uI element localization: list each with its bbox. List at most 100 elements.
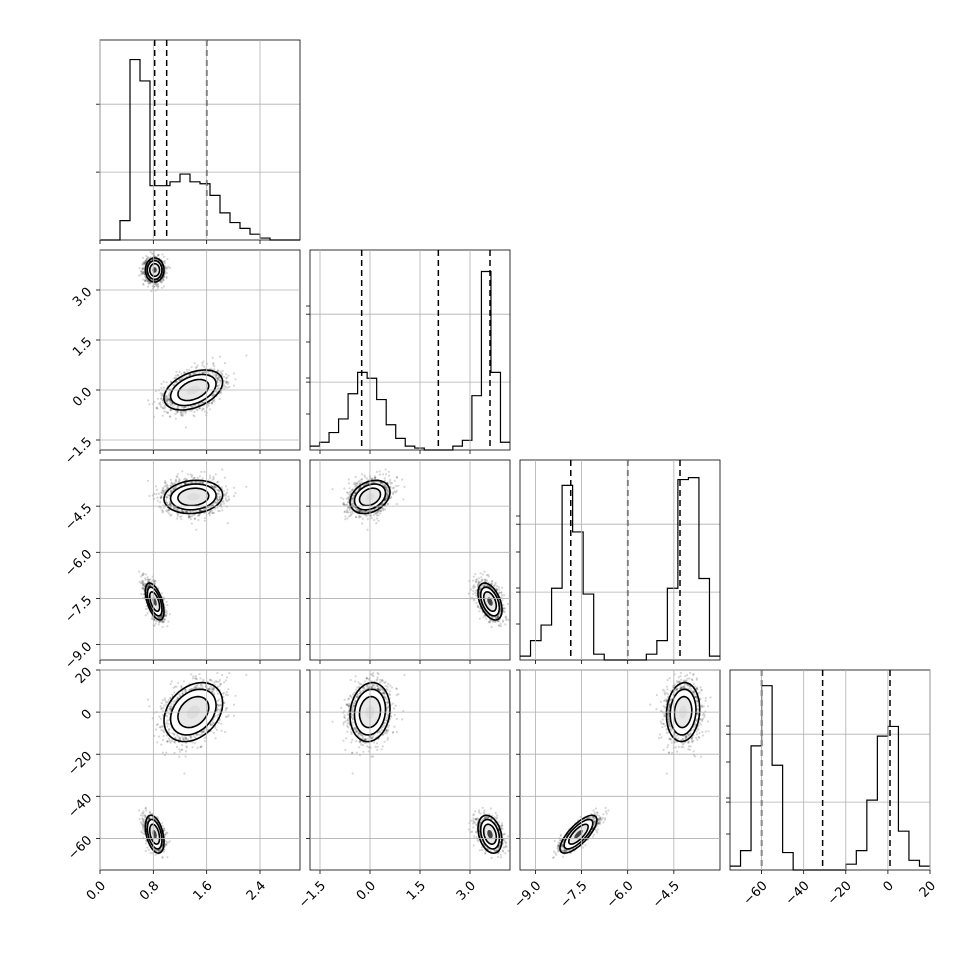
sample-point <box>149 578 152 581</box>
sample-point <box>218 376 221 380</box>
sample-point <box>193 517 196 520</box>
sample-point <box>141 587 145 591</box>
sample-point <box>193 372 196 375</box>
sample-point <box>156 397 159 400</box>
sample-point <box>172 488 175 491</box>
sample-point <box>218 509 221 513</box>
sample-point <box>157 285 160 288</box>
sample-point <box>159 506 162 509</box>
sample-point <box>168 266 171 269</box>
sample-point <box>211 478 214 481</box>
sample-point <box>141 268 145 271</box>
sample-point <box>167 265 170 268</box>
panel-frame <box>99 249 301 451</box>
sample-point <box>150 584 153 587</box>
sample-point <box>168 392 171 395</box>
sample-point <box>165 485 168 488</box>
histogram-step <box>310 270 510 451</box>
sample-point <box>212 475 215 479</box>
sample-point <box>142 278 145 281</box>
sample-point <box>220 391 223 394</box>
x-tick-label: −20 <box>825 878 855 908</box>
sample-point <box>211 503 214 507</box>
sample-point <box>197 518 200 522</box>
sample-point <box>153 580 156 583</box>
sample-point <box>216 481 219 484</box>
sample-point <box>165 395 168 398</box>
sample-point <box>139 273 142 276</box>
sample-point <box>217 369 220 373</box>
sample-point <box>203 410 206 413</box>
sample-point <box>141 583 145 586</box>
sample-point <box>163 618 166 621</box>
sample-point <box>212 363 215 366</box>
sample-point <box>147 579 150 582</box>
sample-point <box>165 496 168 499</box>
sample-point <box>160 616 163 619</box>
sample-point <box>216 377 219 381</box>
sample-point <box>221 468 224 471</box>
sample-point <box>166 496 169 499</box>
sample-point <box>185 368 188 371</box>
sample-point <box>193 404 196 407</box>
sample-point <box>162 279 165 282</box>
sample-point <box>174 412 177 415</box>
sample-point <box>214 473 217 476</box>
sample-point <box>184 509 187 512</box>
sample-point <box>194 372 197 375</box>
sample-point <box>187 516 191 519</box>
sample-point <box>161 279 164 282</box>
sample-point <box>161 492 165 495</box>
sample-point <box>144 614 147 617</box>
sample-point <box>222 375 226 378</box>
sample-point <box>216 506 219 509</box>
sample-point <box>190 405 193 409</box>
sample-point <box>153 582 156 585</box>
sample-point <box>144 260 147 263</box>
sample-point <box>193 476 196 479</box>
sample-point <box>162 277 165 281</box>
sample-point <box>223 362 227 365</box>
sample-point <box>147 282 150 285</box>
sample-point <box>154 622 157 625</box>
sample-point <box>162 620 165 623</box>
sample-point <box>181 510 184 513</box>
sample-point <box>161 621 164 624</box>
sample-point <box>168 504 172 507</box>
y-tick-label: 1.5 <box>70 335 95 360</box>
sample-point <box>185 510 188 513</box>
sample-point <box>161 489 164 492</box>
sample-point <box>196 409 199 412</box>
sample-point <box>163 410 166 413</box>
sample-point <box>232 486 236 489</box>
sample-point <box>181 377 184 380</box>
sample-point <box>148 281 151 284</box>
sample-point <box>146 257 149 260</box>
sample-point <box>163 275 166 278</box>
sample-point <box>173 506 176 509</box>
sample-point <box>217 509 220 512</box>
sample-point <box>173 377 176 380</box>
sample-point <box>204 370 207 373</box>
sample-point <box>157 283 160 286</box>
sample-point <box>181 470 184 473</box>
sample-point <box>208 514 211 517</box>
sample-point <box>160 509 163 512</box>
sample-point <box>165 272 168 275</box>
sample-point <box>189 409 192 412</box>
sample-point <box>203 517 207 520</box>
sample-point <box>162 380 165 383</box>
sample-point <box>138 570 141 573</box>
sample-point <box>211 511 214 514</box>
sample-point <box>166 501 169 505</box>
sample-point <box>182 414 185 417</box>
sample-point <box>154 579 157 583</box>
sample-point <box>160 620 163 623</box>
sample-point <box>142 267 145 270</box>
sample-point <box>170 490 173 493</box>
sample-point <box>176 513 179 516</box>
sample-point <box>179 515 182 518</box>
sample-point <box>150 290 153 293</box>
sample-point <box>181 412 184 415</box>
sample-point <box>142 581 145 584</box>
